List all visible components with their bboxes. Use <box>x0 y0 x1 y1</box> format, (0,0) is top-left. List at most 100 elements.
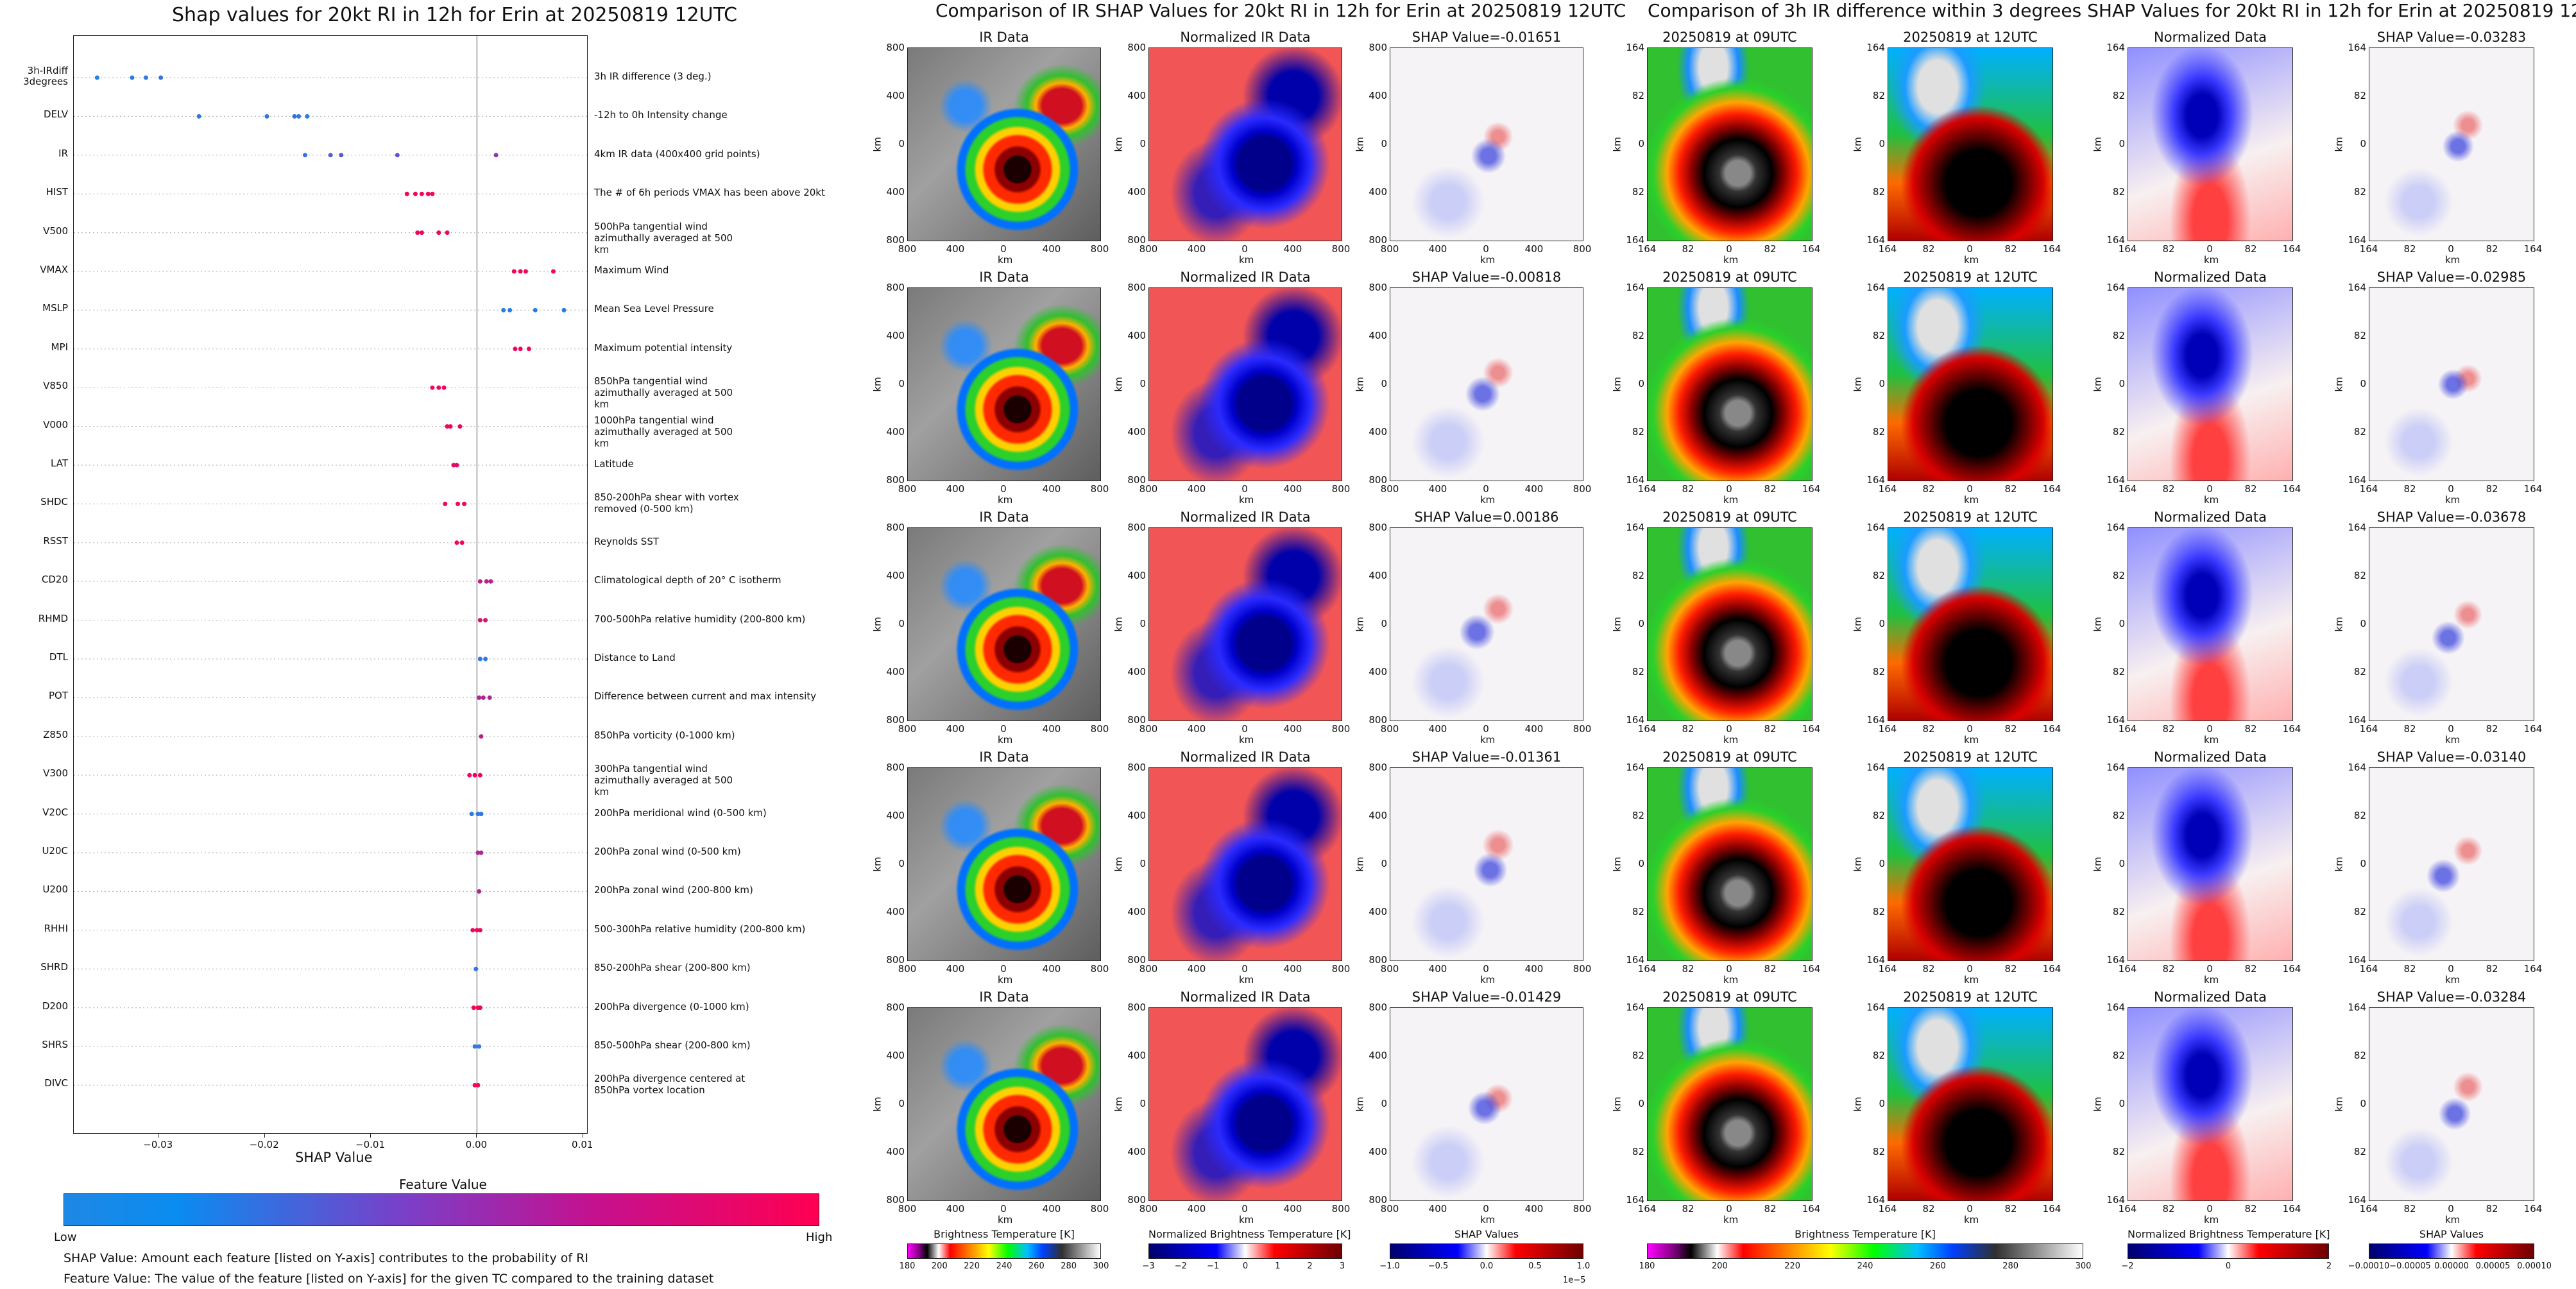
shap-point <box>474 928 479 933</box>
colorbar-tick: 180 <box>899 1261 916 1271</box>
colorbar-tick: 180 <box>1639 1261 1655 1271</box>
panel-title: 20250819 at 09UTC <box>1662 989 1797 1005</box>
x-tick-label: 82 <box>2162 1203 2175 1215</box>
y-tick-label: 0 <box>1139 1098 1146 1109</box>
shap-point <box>448 424 453 429</box>
y-tick-label: 800 <box>886 762 905 773</box>
x-tick-label: 82 <box>2162 243 2175 255</box>
shap-point <box>395 153 400 158</box>
shap-heatmap <box>2369 287 2534 481</box>
x-tick-label: 82 <box>2486 963 2498 975</box>
x-tick-label: 400 <box>1524 243 1544 255</box>
feature-description: 850-200hPa shear with vortex removed (0-… <box>594 491 739 515</box>
y-tick-label: 400 <box>1369 186 1387 198</box>
x-tick-label: 82 <box>2403 483 2416 495</box>
shap-point <box>470 928 475 933</box>
feature-description: Reynolds SST <box>594 535 660 547</box>
x-axis-label: km <box>1964 254 1979 266</box>
x-tick-label: 800 <box>1090 243 1109 255</box>
x-tick-label: 800 <box>1380 483 1399 495</box>
y-tick-label: 400 <box>1369 330 1387 341</box>
x-tick-label: 164 <box>2359 963 2378 975</box>
y-tick-label: 0 <box>898 138 905 149</box>
x-tick-label: 164 <box>2523 243 2543 255</box>
y-tick-label: 0 <box>898 378 905 389</box>
shap-point <box>475 1082 481 1088</box>
panel-title: SHAP Value=-0.01651 <box>1412 30 1562 45</box>
x-tick-label: 164 <box>1878 723 1897 735</box>
x-axis-label: km <box>1239 734 1254 746</box>
shap-heatmap <box>2369 527 2534 721</box>
y-tick-label: 82 <box>1872 90 1885 101</box>
x-tick-label: 82 <box>1682 723 1694 735</box>
y-tick-label: 400 <box>1127 426 1146 438</box>
x-tick-label: 164 <box>2282 963 2301 975</box>
y-tick-label: 800 <box>886 522 905 533</box>
y-tick-label: 0 <box>2119 378 2125 389</box>
colorbar-label: Normalized Brightness Temperature [K] <box>2128 1228 2330 1240</box>
x-tick-label: 164 <box>1637 963 1657 975</box>
y-tick-label: 0 <box>898 858 905 869</box>
y-tick-label: 164 <box>1626 1002 1644 1013</box>
y-tick-label: 0 <box>2360 618 2366 629</box>
y-tick-label: 82 <box>2353 330 2366 341</box>
x-tick-label: 400 <box>1187 963 1206 975</box>
panel-title: IR Data <box>979 269 1029 285</box>
shap-point <box>462 501 467 506</box>
y-tick-label: 0 <box>898 618 905 629</box>
y-tick-label: 400 <box>886 570 905 581</box>
y-tick-label: 82 <box>1632 186 1644 198</box>
x-tick-mark <box>370 1134 371 1138</box>
colorbar-tick: −0.00005 <box>2389 1261 2431 1271</box>
feature-description: Mean Sea Level Pressure <box>594 303 714 315</box>
colorbar-tick: 300 <box>1093 1261 1109 1271</box>
y-tick-label: 800 <box>1369 1194 1387 1206</box>
x-tick-label: 0 <box>1483 723 1489 735</box>
x-axis-label: km <box>1964 734 1979 746</box>
x-tick-label: 82 <box>2403 723 2416 735</box>
x-tick-label: 0 <box>2206 243 2213 255</box>
x-tick-label: 164 <box>1802 483 1821 495</box>
colorbar-offset: 1e−5 <box>1563 1276 1586 1285</box>
y-tick-label: 164 <box>2106 1194 2125 1206</box>
x-tick-label: 0 <box>1726 963 1732 975</box>
colorbar-tick: 0.00005 <box>2475 1261 2511 1271</box>
y-tick-label: 0 <box>1139 618 1146 629</box>
y-tick-label: 0 <box>2119 1098 2125 1109</box>
x-tick-label: 0 <box>1000 963 1007 975</box>
colorbar-tick: 2 <box>1307 1261 1313 1271</box>
data-heatmap <box>1888 1007 2053 1201</box>
shap-point <box>508 307 513 312</box>
x-tick-label: 400 <box>1428 963 1447 975</box>
x-axis-label: km <box>1239 254 1254 266</box>
y-tick-label: 82 <box>2112 330 2125 341</box>
x-tick-label: 0 <box>1000 723 1007 735</box>
data-heatmap <box>1148 527 1342 721</box>
x-tick-label: 400 <box>1428 243 1447 255</box>
colorbar-tick: 0.00000 <box>2434 1261 2469 1271</box>
x-tick-label: 82 <box>1682 243 1694 255</box>
x-tick-label: 0.01 <box>572 1139 593 1150</box>
feature-code: CD20 <box>41 574 68 586</box>
data-heatmap <box>1647 47 1813 241</box>
colorbar-tick: 200 <box>931 1261 948 1271</box>
shap-point <box>445 424 450 429</box>
y-tick-label: 800 <box>1127 522 1146 533</box>
panel-title: SHAP Value=0.00186 <box>1414 509 1559 525</box>
y-tick-label: 164 <box>2348 474 2366 486</box>
shap-point <box>475 812 481 817</box>
y-tick-label: 82 <box>2112 570 2125 581</box>
y-tick-label: 0 <box>1879 618 1885 629</box>
shap-point <box>445 230 450 235</box>
y-tick-label: 82 <box>1632 426 1644 438</box>
shap-point <box>493 153 499 158</box>
feature-description: 3h IR difference (3 deg.) <box>594 71 712 82</box>
shap-point <box>475 850 481 855</box>
x-tick-label: 400 <box>1524 723 1544 735</box>
panel-title: Normalized IR Data <box>1180 749 1311 765</box>
left-title: Shap values for 20kt RI in 12h for Erin … <box>172 4 738 26</box>
x-axis-label: km <box>1480 974 1496 986</box>
y-axis-label: km <box>1354 857 1366 872</box>
x-tick-label: 800 <box>898 963 917 975</box>
shap-point <box>477 618 482 623</box>
